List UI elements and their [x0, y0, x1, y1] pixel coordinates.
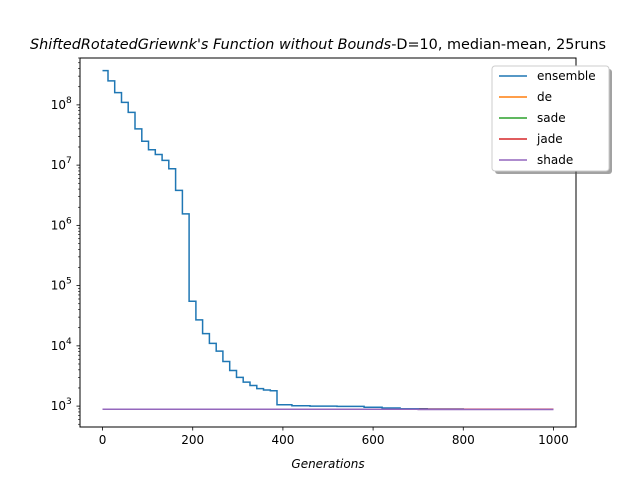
x-tick-label-200: 200 — [181, 433, 204, 447]
x-tick-label-600: 600 — [362, 433, 385, 447]
x-tick-label-400: 400 — [271, 433, 294, 447]
chart-title-rest: -D=10, median-mean, 25runs — [391, 37, 606, 53]
legend-label-shade: shade — [537, 153, 573, 167]
y-tick-exp-8: 8 — [66, 96, 72, 106]
x-tick-label-1000: 1000 — [538, 433, 569, 447]
series-layer — [102, 69, 554, 411]
y-tick-label-8: 10 — [51, 98, 66, 112]
y-tick-label-6: 10 — [51, 218, 66, 232]
y-tick-exp-4: 4 — [66, 337, 72, 347]
y-tick-exp-5: 5 — [66, 277, 72, 287]
y-tick-exp-7: 7 — [66, 156, 72, 166]
legend-label-jade: jade — [536, 132, 563, 146]
legend-label-ensemble: ensemble — [537, 69, 596, 83]
chart-title: ShiftedRotatedGriewnk's Function without… — [30, 37, 606, 53]
legend-label-de: de — [537, 90, 552, 104]
y-tick-label-7: 10 — [51, 158, 66, 172]
x-tick-label-0: 0 — [99, 433, 107, 447]
chart-title-italic: ShiftedRotatedGriewnk's Function without… — [30, 37, 392, 53]
legend-box — [491, 65, 610, 172]
plot-frame — [79, 57, 577, 428]
x-axis-label: Generations — [291, 457, 364, 471]
y-tick-label-4: 10 — [51, 339, 66, 353]
x-tick-label-800: 800 — [452, 433, 475, 447]
y-tick-label-3: 10 — [51, 399, 66, 413]
legend: ensemble de sade jade shade — [491, 65, 612, 174]
y-tick-exp-3: 3 — [66, 397, 72, 407]
legend-items: ensemble de sade jade shade — [499, 69, 596, 167]
x-axis: 0 200 400 600 800 1000 — [99, 427, 569, 447]
y-tick-exp-6: 6 — [66, 216, 72, 226]
y-tick-label-5: 10 — [51, 279, 66, 293]
series-line-ensemble — [102, 69, 554, 410]
legend-label-sade: sade — [537, 111, 566, 125]
